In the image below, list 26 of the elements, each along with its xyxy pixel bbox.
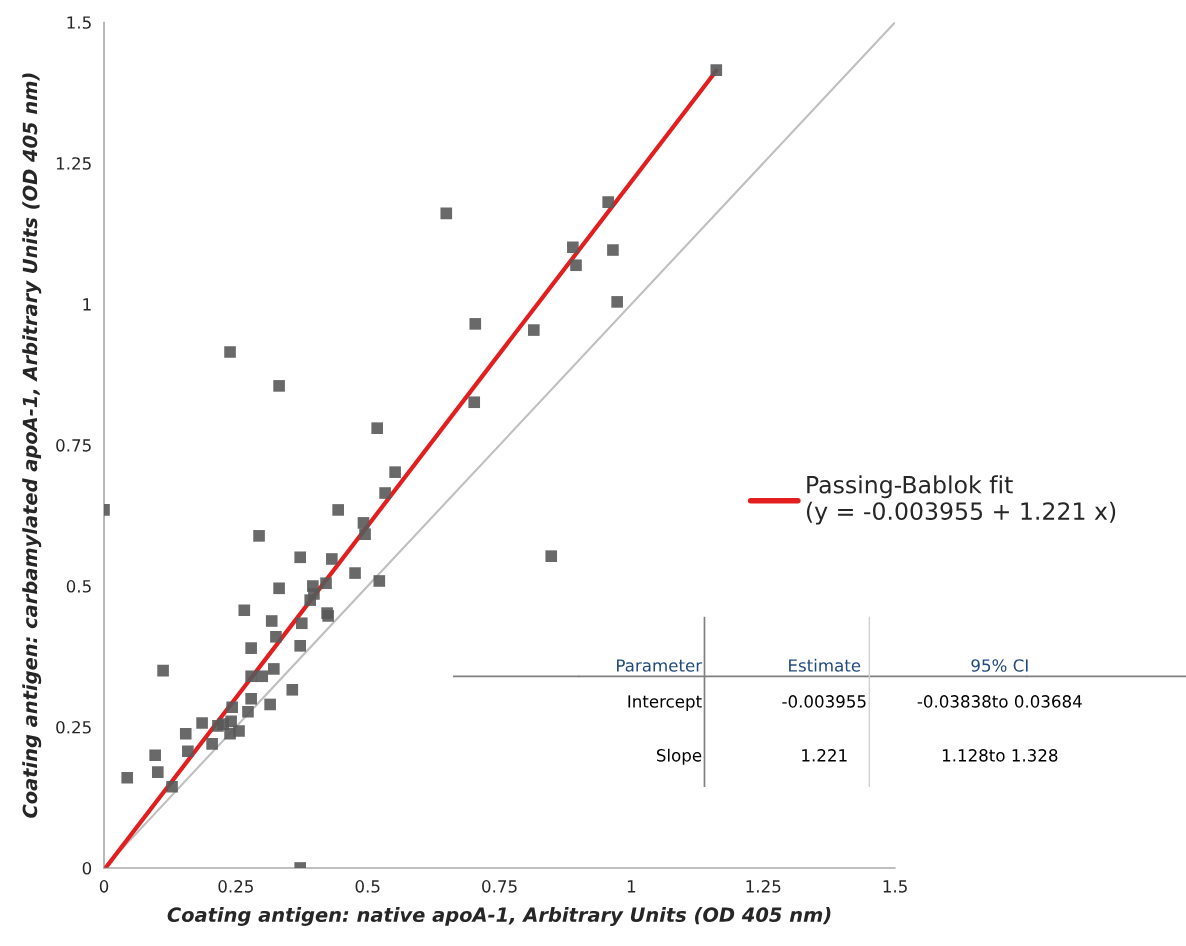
x-tick-label: 1.5	[883, 880, 907, 893]
x-tick-label: 1.25	[746, 880, 781, 893]
y-tick-label: 0.75	[56, 439, 91, 452]
annotation: Estimate	[789, 658, 861, 672]
x-axis-title: Coating antigen: native apoA-1, Arbitrary Units (OD 405 nm)	[167, 907, 831, 926]
text: -0.03838to 0.03684	[917, 695, 1082, 708]
x-tick-label: 0	[99, 880, 109, 893]
legend-label: Passing-Bablok fit (y = -0.003955 + 1.221 x)	[806, 475, 1116, 525]
x-tick-label: 0.75	[482, 880, 517, 893]
annotation: Intercept	[628, 695, 702, 711]
text: 95% CI	[971, 659, 1028, 672]
y-tick-label: 1	[83, 298, 91, 311]
y-tick-label: 0.5	[66, 580, 91, 593]
y-tick-label: 0	[82, 861, 92, 875]
y-tick-label: 1.25	[56, 157, 91, 170]
x-tick-label: 0.5	[355, 880, 380, 893]
text: 1.128to 1.328	[942, 749, 1058, 762]
y-tick-label: 1.5	[67, 16, 91, 29]
annotation: Parameter	[617, 659, 703, 672]
annotation: Slope	[656, 748, 702, 765]
x-tick-label: 1	[627, 880, 636, 893]
x-tick-label: 0.25	[218, 880, 253, 893]
annotation: -0.003955	[782, 695, 866, 708]
annotation: 1.221	[802, 749, 847, 762]
y-tick-label: 0.25	[56, 720, 91, 734]
y-axis-title: Coating antigen: carbamylated apoA-1, Arbitrary Units (OD 405 nm)	[22, 73, 42, 818]
